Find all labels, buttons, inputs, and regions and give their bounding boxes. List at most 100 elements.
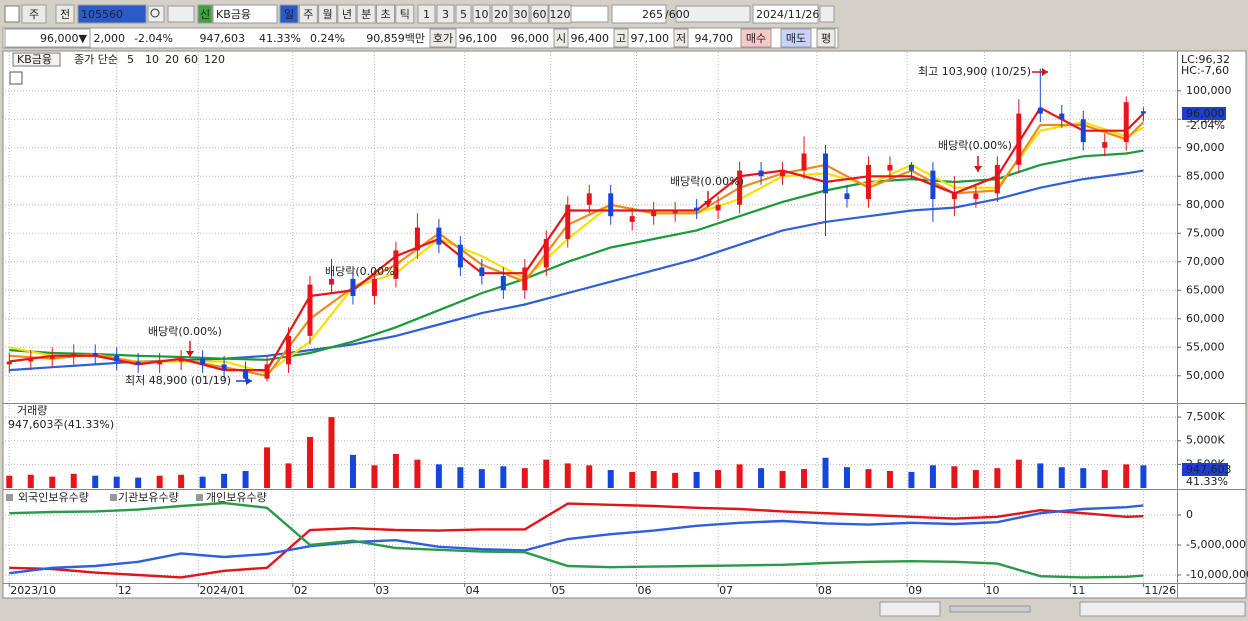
volume-bar <box>758 468 765 488</box>
panel-subtitle: 947,603주(41.33%) <box>8 418 114 431</box>
toolbar-button[interactable] <box>77 4 147 24</box>
toolbar-button[interactable] <box>553 28 569 48</box>
toolbar-button[interactable] <box>4 28 91 48</box>
volume-bar <box>865 469 872 488</box>
candle-body <box>672 210 678 214</box>
toolbar-button[interactable] <box>455 4 472 24</box>
toolbar-button[interactable] <box>429 28 457 48</box>
volume-bar <box>908 471 915 488</box>
candle-body <box>371 278 377 296</box>
annotation: 배당락(0.00%) <box>670 175 744 188</box>
toolbar-button[interactable] <box>511 4 530 24</box>
x-tick-label: 08 <box>818 584 832 597</box>
toolbar-text: 주 <box>303 8 313 21</box>
volume-bar <box>285 463 292 488</box>
volume-bar <box>1123 464 1130 488</box>
toolbar-button[interactable] <box>279 4 299 24</box>
scrollbar[interactable] <box>949 605 1031 613</box>
x-tick-label: 09 <box>908 584 922 597</box>
y-tick-label: -10,000,000 <box>1186 568 1248 581</box>
volume-bar <box>607 470 614 488</box>
toolbar-button[interactable] <box>548 4 572 24</box>
y-tick-label: 65,000 <box>1186 283 1225 296</box>
toolbar-button[interactable] <box>395 4 415 24</box>
menu-icon[interactable] <box>4 5 20 23</box>
candle-body <box>951 193 957 200</box>
toolbar-text: 96,000 <box>511 32 550 45</box>
toolbar-text: 매수 <box>746 32 766 45</box>
y-tick-label: 0 <box>1186 508 1193 521</box>
toolbar-text: 매도 <box>786 32 806 45</box>
quote-bar <box>2 27 839 49</box>
x-tick-label: 03 <box>375 584 389 597</box>
toolbar-button[interactable] <box>816 28 836 48</box>
toolbar-button[interactable] <box>318 4 338 24</box>
scroll-controls[interactable] <box>879 601 941 617</box>
toolbar-button[interactable] <box>376 4 395 24</box>
last-change-label: -2.04% <box>1186 119 1225 132</box>
toolbar-button[interactable] <box>55 4 75 24</box>
last-price-box <box>1182 107 1226 120</box>
candle-body <box>865 164 871 200</box>
toolbar-button[interactable] <box>298 4 318 24</box>
toolbar-button[interactable] <box>752 4 819 24</box>
toolbar-text: 10 <box>475 8 489 21</box>
volume-bar <box>693 471 700 488</box>
candle-body <box>1059 113 1065 120</box>
tool-icons[interactable] <box>675 5 751 23</box>
volume-bar <box>135 477 142 488</box>
toolbar-button[interactable] <box>472 4 491 24</box>
toolbar-text: 97,100 <box>631 32 670 45</box>
x-tick-label: 05 <box>552 584 566 597</box>
last-price-label: 96,000 <box>1186 107 1225 120</box>
volume-bar <box>929 465 936 488</box>
toolbar-button[interactable] <box>197 4 213 24</box>
toolbar-button[interactable] <box>613 28 629 48</box>
volume-bar <box>650 470 657 488</box>
candle-body <box>565 204 571 239</box>
toolbar-text: 2024/11/26 <box>756 8 819 21</box>
y-tick-label: 7,500K <box>1186 410 1225 423</box>
toolbar-text: 저 <box>676 32 686 45</box>
legend-entry: 5 <box>127 53 134 66</box>
toolbar-text: 60 <box>533 8 547 21</box>
toolbar-button[interactable] <box>417 4 436 24</box>
candle-body <box>264 364 270 379</box>
volume-bar <box>1015 459 1022 488</box>
toolbar-text: 1 <box>423 8 430 21</box>
toolbar-button[interactable] <box>673 28 689 48</box>
candle-body <box>908 164 914 171</box>
toolbar-button[interactable] <box>212 4 278 24</box>
x-tick-label: 04 <box>466 584 480 597</box>
candle-body <box>178 358 184 362</box>
last-volume-box <box>1182 463 1228 476</box>
toolbar-button[interactable] <box>530 4 549 24</box>
toolbar-button[interactable] <box>740 28 772 48</box>
toolbar-button[interactable] <box>356 4 376 24</box>
drawing-tools[interactable] <box>1079 601 1246 617</box>
toolbar-button[interactable] <box>436 4 455 24</box>
search-button[interactable] <box>147 5 165 23</box>
toolbar-button[interactable] <box>21 4 47 24</box>
toolbar-button[interactable] <box>337 4 357 24</box>
sound-button[interactable] <box>167 5 195 23</box>
volume-bar <box>307 436 314 488</box>
toolbar-text: 41.33% <box>259 32 301 45</box>
toolbar-text: 30 <box>514 8 528 21</box>
last-volume-pct: 41.33% <box>1186 475 1228 488</box>
candle-body <box>887 164 893 171</box>
annotation: 배당락(0.00%) <box>938 139 1012 152</box>
toolbar-text: 20 <box>494 8 508 21</box>
volume-bar <box>264 447 271 488</box>
toolbar-button[interactable] <box>780 28 812 48</box>
volume-bar <box>221 473 228 488</box>
toolbar-button[interactable] <box>611 4 667 24</box>
calendar-button[interactable] <box>819 5 835 23</box>
dropdown[interactable] <box>570 5 609 23</box>
arrow-head <box>974 166 982 172</box>
arrow-head <box>1042 68 1048 76</box>
toolbar-button[interactable] <box>491 4 511 24</box>
toolbar-text: 947,603 <box>200 32 246 45</box>
table-icon[interactable] <box>9 71 23 85</box>
